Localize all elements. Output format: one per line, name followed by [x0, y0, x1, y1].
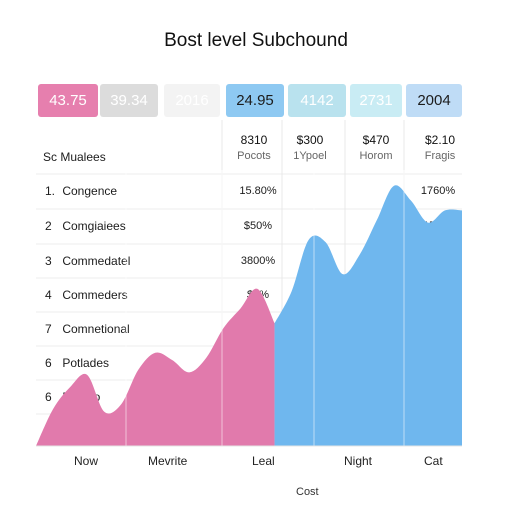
row-number: 3 [45, 254, 52, 268]
area-series-2 [274, 185, 462, 446]
row-number: 2 [45, 219, 52, 233]
x-axis-tick-label: Now [74, 454, 99, 468]
row-number: 6 [45, 356, 52, 370]
row-label: 2 Comgiaiees [45, 219, 126, 233]
row-right-value: 1760% [420, 185, 456, 197]
footer-label: Cost [296, 486, 319, 498]
stat-chip-1: 43.75 [38, 84, 98, 117]
column-header-label: Fragis [424, 150, 456, 162]
chart-title: Bost level Subchound [164, 30, 348, 51]
column-header-1: 8310 Pocots [226, 133, 282, 162]
stat-chip-3: 2016 [164, 84, 220, 117]
row-number: 4 [45, 288, 52, 302]
stat-chip-5: 4142 [288, 84, 346, 117]
x-axis-tick-label: Night [344, 454, 373, 468]
row-name: Potlades [59, 356, 110, 370]
column-header-value: $470 [362, 133, 390, 147]
stat-chip-2: 39.34 [100, 84, 158, 117]
row-label: 7 Comnetional [45, 322, 130, 336]
row-name: Commedatel [59, 254, 131, 268]
row-name: Congence [59, 184, 118, 198]
column-header-4: $2.10 Fragis [412, 133, 468, 162]
row-mid-value: $50% [243, 220, 273, 232]
x-axis-tick-label: Cat [424, 454, 443, 468]
area-series-1 [36, 288, 275, 446]
row-label: 6 Potlades [45, 356, 109, 370]
row-label: 1. Congence [45, 184, 117, 198]
x-axis-tick-label: Leal [252, 454, 275, 468]
row-mid-value: 15.80% [239, 185, 277, 197]
row-name: Comnetional [59, 322, 130, 336]
row-number: 1. [45, 184, 56, 198]
column-header-label: Pocots [237, 150, 271, 162]
row-label: 3 Commedatel [45, 254, 130, 268]
column-header-3: $470 Horom [348, 133, 404, 162]
stat-chip-4: 24.95 [226, 84, 284, 117]
column-header-value: 8310 [240, 133, 268, 147]
row-name: Commeders [59, 288, 128, 302]
column-header-value: $2.10 [424, 133, 456, 147]
stat-chip-7: 2004 [406, 84, 462, 117]
row-label: 4 Commeders [45, 288, 128, 302]
row-number: 7 [45, 322, 52, 336]
column-header-label: 1Ypoel [293, 150, 327, 162]
column-header-value: $300 [296, 133, 324, 147]
row-number: 6 [45, 390, 52, 404]
left-column-header: Sc Mualees [43, 150, 106, 164]
stat-chip-6: 2731 [350, 84, 402, 117]
column-header-label: Horom [359, 150, 393, 162]
column-header-2: $300 1Ypoel [282, 133, 338, 162]
row-name: Comgiaiees [59, 219, 126, 233]
x-axis-tick-label: Mevrite [148, 454, 188, 468]
row-mid-value: 3800% [240, 255, 276, 267]
